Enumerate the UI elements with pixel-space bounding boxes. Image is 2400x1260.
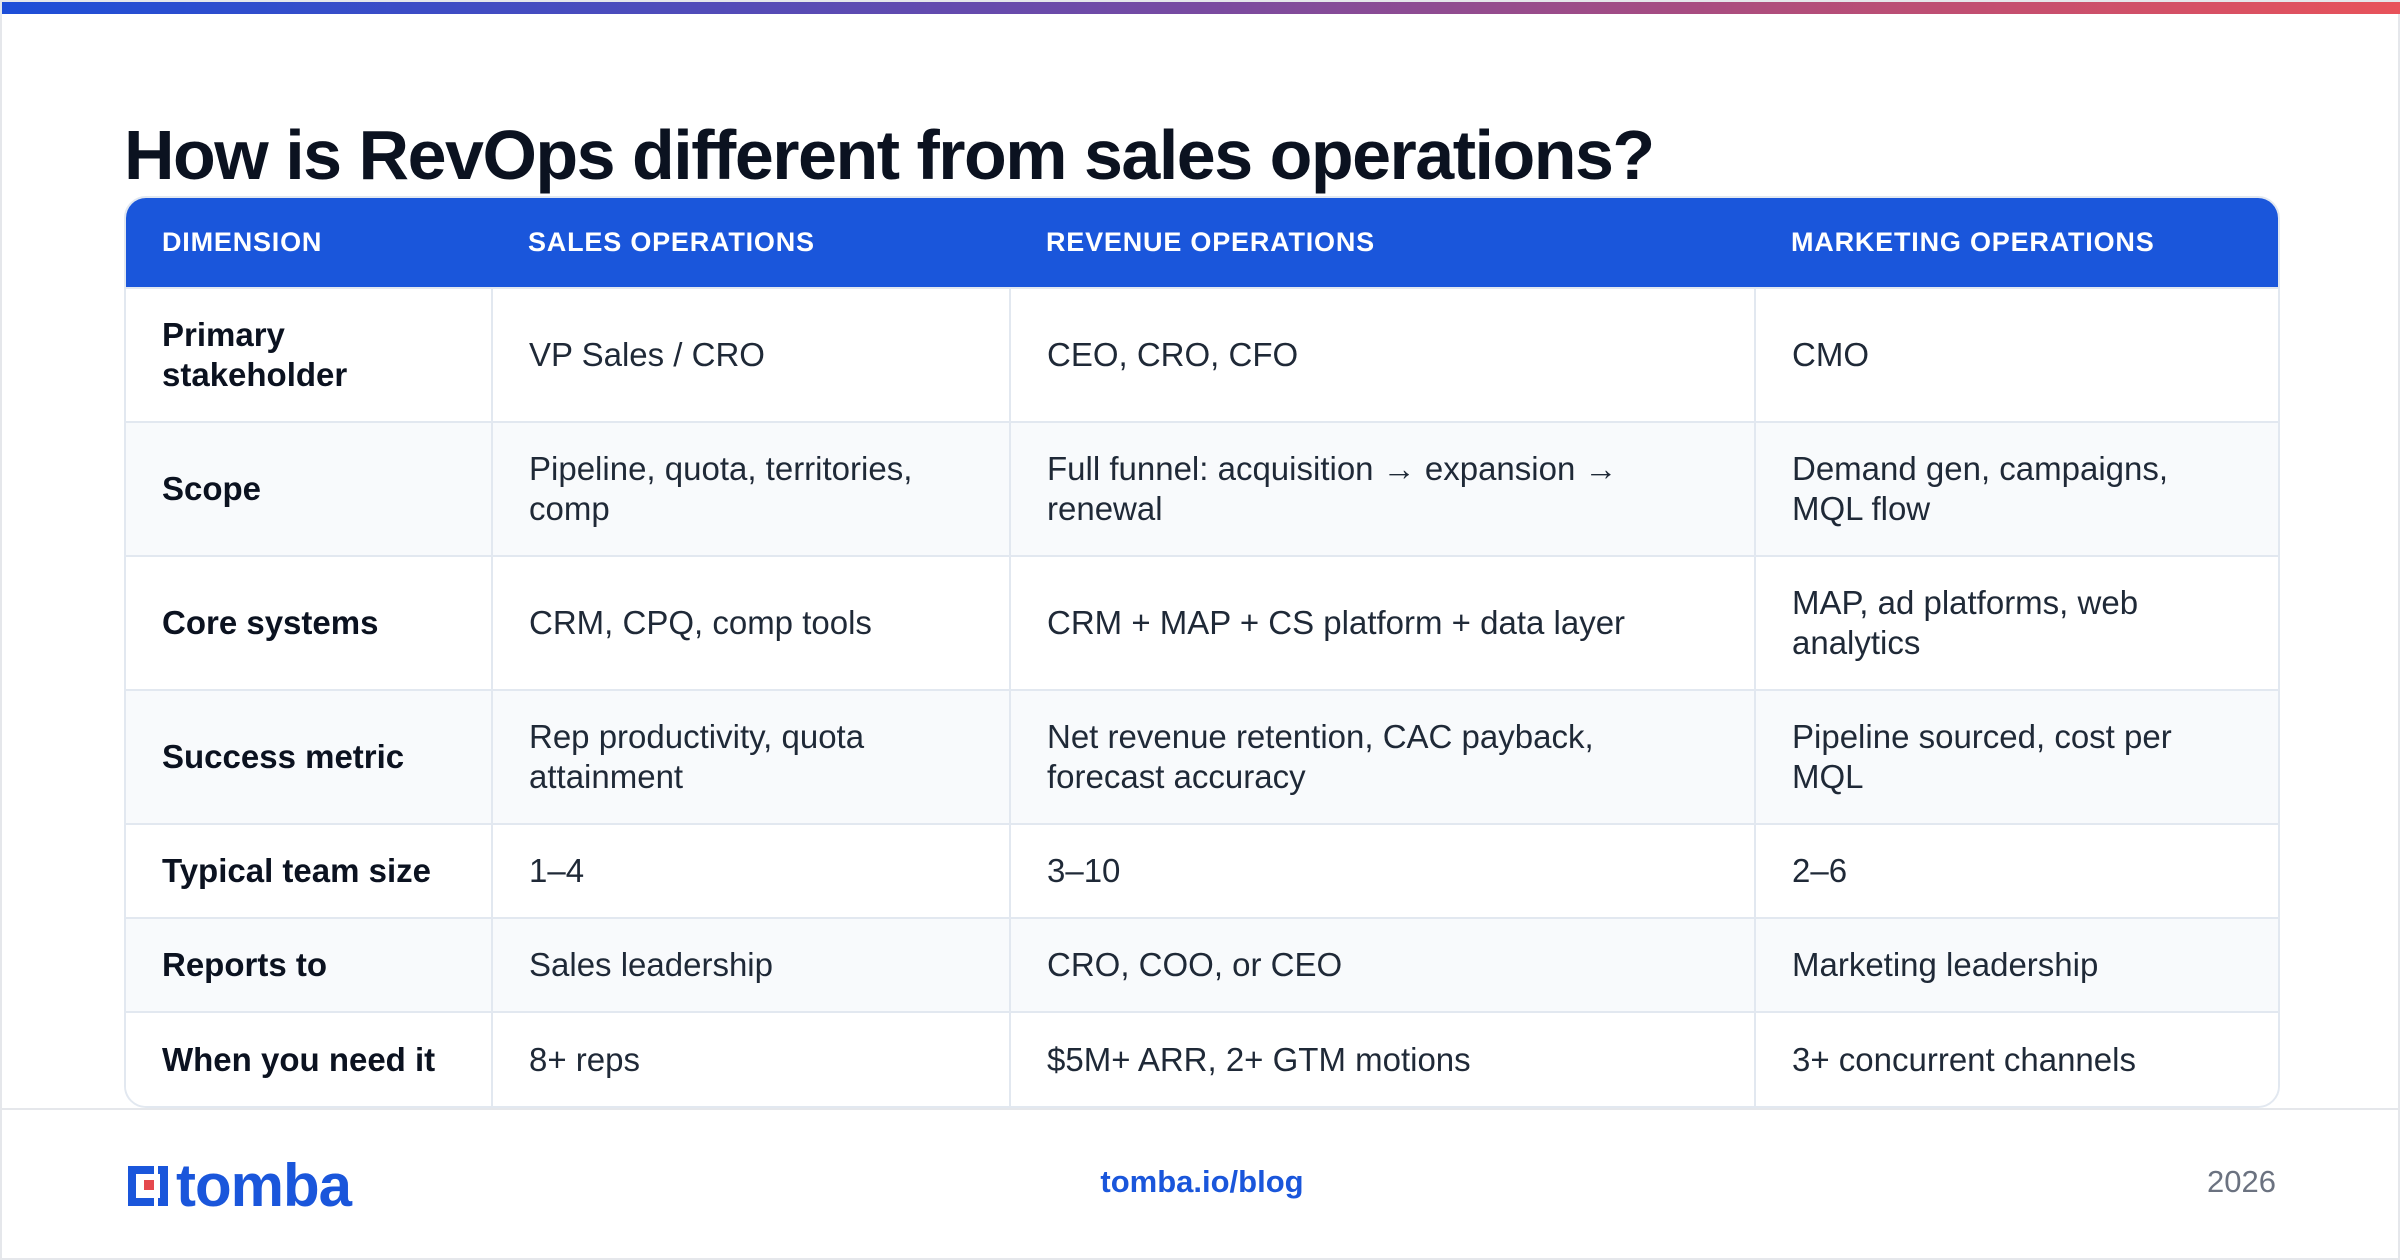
table-row: Core systems CRM, CPQ, comp tools CRM + …: [126, 555, 2278, 690]
table-row: Typical team size 1–4 3–10 2–6: [126, 823, 2278, 918]
table-cell: Net revenue retention, CAC payback, fore…: [1009, 689, 1755, 824]
table-cell: MAP, ad platforms, web analytics: [1754, 555, 2278, 690]
table-cell: 2–6: [1754, 823, 2278, 918]
table-row: When you need it 8+ reps $5M+ ARR, 2+ GT…: [126, 1011, 2278, 1106]
row-label: Typical team size: [126, 823, 492, 918]
table-row: Primary stakeholder VP Sales / CRO CEO, …: [126, 287, 2278, 422]
table-cell: 8+ reps: [491, 1011, 1010, 1106]
page-title: How is RevOps different from sales opera…: [124, 116, 1655, 194]
table-row: Reports to Sales leadership CRO, COO, or…: [126, 917, 2278, 1012]
table-cell: Demand gen, campaigns, MQL flow: [1754, 421, 2278, 556]
table-cell: CMO: [1754, 287, 2278, 422]
header-marketing-operations: MARKETING OPERATIONS: [1791, 227, 2155, 257]
footer-link[interactable]: tomba.io/blog: [1100, 1164, 1304, 1199]
row-label: Reports to: [126, 917, 492, 1012]
row-label: Primary stakeholder: [126, 287, 492, 422]
footer-year: 2026: [2207, 1164, 2276, 1199]
table-row: Success metric Rep productivity, quota a…: [126, 689, 2278, 824]
row-label: When you need it: [126, 1011, 492, 1106]
table-cell: Pipeline, quota, territories, comp: [491, 421, 1010, 556]
table-cell: Full funnel: acquisition → expansion → r…: [1009, 421, 1755, 556]
table-cell: CEO, CRO, CFO: [1009, 287, 1755, 422]
table-row: Scope Pipeline, quota, territories, comp…: [126, 421, 2278, 556]
table-cell: VP Sales / CRO: [491, 287, 1010, 422]
table-cell: 1–4: [491, 823, 1010, 918]
table-cell: CRO, COO, or CEO: [1009, 917, 1755, 1012]
table-header-row: DIMENSION SALES OPERATIONS REVENUE OPERA…: [126, 198, 2278, 288]
header-revenue-operations: REVENUE OPERATIONS: [1046, 227, 1375, 257]
top-gradient-bar: [2, 2, 2400, 14]
comparison-table: DIMENSION SALES OPERATIONS REVENUE OPERA…: [124, 196, 2280, 1108]
table-cell: CRM, CPQ, comp tools: [491, 555, 1010, 690]
header-sales-operations: SALES OPERATIONS: [528, 227, 815, 257]
table-cell: 3–10: [1009, 823, 1755, 918]
table-cell: $5M+ ARR, 2+ GTM motions: [1009, 1011, 1755, 1106]
table-cell: 3+ concurrent channels: [1754, 1011, 2278, 1106]
table-cell: Marketing leadership: [1754, 917, 2278, 1012]
table-cell: Sales leadership: [491, 917, 1010, 1012]
table-cell: CRM + MAP + CS platform + data layer: [1009, 555, 1755, 690]
header-dimension: DIMENSION: [162, 227, 323, 257]
row-label: Core systems: [126, 555, 492, 690]
row-label: Scope: [126, 421, 492, 556]
table-cell: Pipeline sourced, cost per MQL: [1754, 689, 2278, 824]
tomba-logo: tomba: [124, 1152, 352, 1219]
logo-text: tomba: [176, 1152, 352, 1219]
row-label: Success metric: [126, 689, 492, 824]
tomba-logo-icon: [128, 1166, 168, 1206]
footer-divider: [2, 1108, 2400, 1110]
table-cell: Rep productivity, quota attainment: [491, 689, 1010, 824]
